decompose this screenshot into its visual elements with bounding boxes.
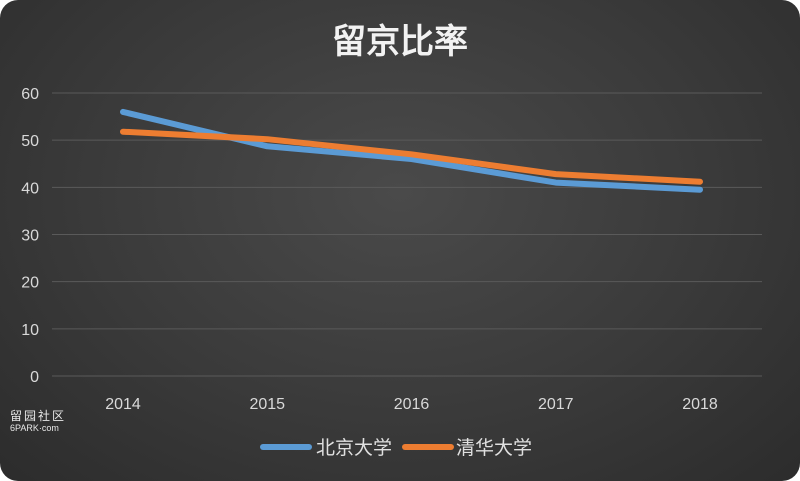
x-tick-label: 2018 [682,396,718,413]
y-tick-label: 30 [21,228,39,245]
legend-label-tsinghua: 清华大学 [456,437,532,459]
legend: 北京大学 清华大学 [260,437,532,459]
y-axis-ticks: 0 10 20 30 40 50 60 [21,86,39,386]
chart-title: 留京比率 [332,22,468,62]
y-tick-label: 10 [21,322,39,339]
y-tick-label: 60 [21,86,39,103]
x-tick-label: 2015 [249,396,285,413]
x-tick-label: 2017 [538,396,574,413]
y-tick-label: 50 [21,133,39,150]
watermark-line1: 留园社区 [10,408,66,423]
y-tick-label: 0 [30,369,39,386]
watermark-line2: 6PARK·com [10,423,59,433]
x-tick-label: 2014 [105,396,141,413]
gridlines [52,92,762,377]
x-tick-label: 2016 [394,396,430,413]
y-tick-label: 40 [21,180,39,197]
series-line-1 [120,128,703,185]
watermark: 留园社区 6PARK·com [10,408,66,433]
legend-label-peking: 北京大学 [316,437,392,459]
x-axis-ticks: 2014 2015 2016 2017 2018 [105,396,718,413]
y-tick-label: 20 [21,275,39,292]
series-lines [120,108,703,193]
